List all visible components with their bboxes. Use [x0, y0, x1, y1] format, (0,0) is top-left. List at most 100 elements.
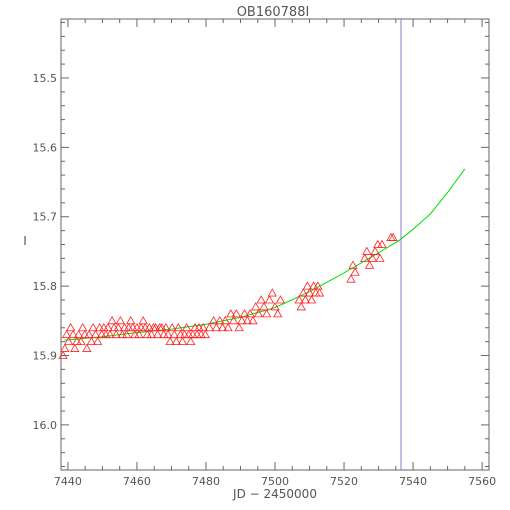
data-point: [190, 322, 200, 332]
data-point: [146, 329, 157, 339]
data-point: [367, 253, 378, 262]
data-point: [346, 274, 356, 283]
data-point: [313, 281, 323, 290]
data-point: [134, 329, 144, 339]
data-point: [237, 316, 247, 325]
y-tick-label: 16.0: [33, 419, 58, 432]
data-point: [362, 246, 372, 255]
x-tick-labels: 7440 7460 7480 7500 7520 7540 7560: [54, 475, 496, 488]
data-point: [58, 350, 68, 359]
data-point: [375, 253, 385, 262]
data-point: [68, 329, 78, 339]
data-point: [208, 316, 219, 325]
data-point: [163, 329, 173, 339]
data-point: [107, 316, 117, 325]
data-point: [63, 336, 74, 346]
data-point: [105, 329, 115, 339]
data-point: [231, 309, 242, 318]
data-point: [188, 329, 198, 339]
data-point: [169, 329, 179, 339]
data-point: [348, 260, 358, 269]
data-points: [58, 232, 398, 359]
x-tick-label: 7480: [192, 475, 220, 488]
data-point: [132, 322, 142, 332]
data-point: [78, 322, 88, 332]
data-point: [86, 336, 97, 346]
data-point: [60, 343, 70, 352]
data-point: [88, 322, 98, 332]
data-point: [152, 329, 163, 339]
data-point: [65, 322, 76, 332]
data-point: [126, 316, 136, 325]
data-point: [181, 322, 192, 332]
x-tick-label: 7540: [399, 475, 427, 488]
data-point: [177, 336, 188, 346]
data-point: [264, 295, 275, 304]
chart-title: OB160788I: [237, 5, 310, 20]
data-point: [215, 316, 225, 325]
data-point: [211, 322, 222, 332]
data-point: [234, 322, 244, 332]
data-point: [84, 329, 94, 339]
data-point: [388, 232, 398, 241]
data-point: [350, 267, 360, 276]
data-point: [373, 239, 383, 248]
data-point: [262, 309, 272, 318]
data-point: [173, 322, 184, 332]
data-point: [70, 343, 80, 352]
data-point: [136, 322, 146, 332]
model-curve: [64, 168, 466, 341]
x-tick-label: 7520: [330, 475, 358, 488]
data-point: [92, 336, 103, 346]
data-point: [256, 295, 266, 304]
data-point: [130, 329, 140, 339]
x-tick-label: 7500: [261, 475, 289, 488]
data-point: [253, 309, 264, 318]
data-point: [360, 253, 370, 262]
data-point: [306, 295, 317, 304]
data-point: [259, 302, 269, 311]
data-point: [242, 316, 253, 325]
data-point: [99, 322, 109, 332]
data-point: [314, 288, 325, 297]
plot-frame: [60, 18, 490, 471]
data-point: [90, 329, 101, 339]
data-point: [364, 260, 375, 269]
data-point: [200, 329, 210, 339]
y-tick-label: 15.8: [33, 280, 58, 293]
data-point: [186, 336, 196, 346]
data-point: [61, 329, 72, 339]
data-point: [121, 329, 132, 339]
data-point: [161, 322, 171, 332]
data-point: [228, 316, 239, 325]
data-point: [103, 322, 113, 332]
data-point: [300, 295, 311, 304]
data-point: [115, 316, 126, 325]
data-point: [167, 322, 177, 332]
data-point: [270, 302, 280, 311]
x-tick-label: 7460: [123, 475, 151, 488]
x-tick-label: 7440: [54, 475, 82, 488]
y-tick-label: 15.6: [33, 141, 58, 154]
data-point: [298, 288, 308, 297]
x-tick-label: 7560: [468, 475, 496, 488]
data-point: [226, 309, 236, 318]
y-axis-label: I: [23, 234, 27, 248]
data-point: [111, 329, 121, 339]
data-point: [165, 336, 175, 346]
data-point: [239, 309, 250, 318]
data-point: [304, 288, 315, 297]
data-point: [223, 322, 233, 332]
y-tick-label: 15.9: [33, 350, 58, 363]
data-point: [248, 316, 258, 325]
data-point: [267, 288, 277, 297]
data-point: [179, 329, 190, 339]
data-point: [192, 329, 202, 339]
y-tick-labels: 15.5 15.6 15.7 15.8 15.9 16.0: [33, 72, 58, 432]
data-point: [198, 322, 208, 332]
data-point: [275, 295, 286, 304]
data-point: [171, 336, 181, 346]
data-point: [245, 309, 255, 318]
axis-ticks: [61, 19, 489, 470]
